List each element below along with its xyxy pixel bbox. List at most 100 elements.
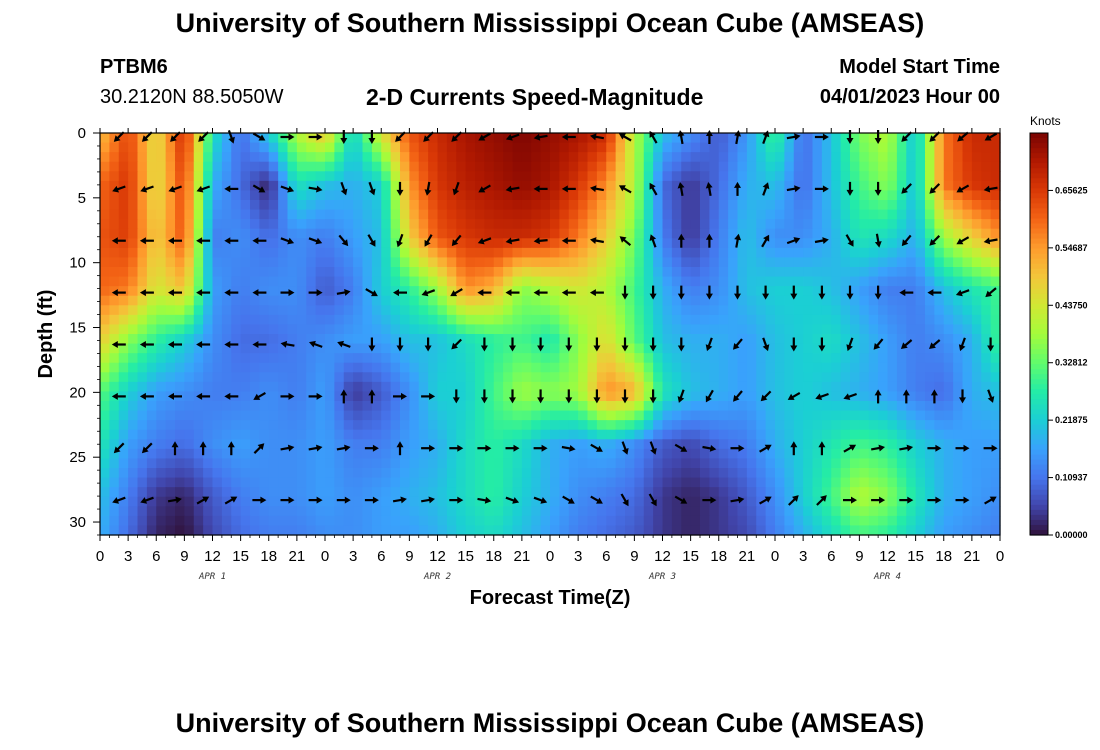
- heatmap-cell: [859, 506, 870, 517]
- y-tick-label: 15: [69, 320, 86, 337]
- heatmap-cell: [156, 487, 167, 498]
- heatmap-cell: [212, 152, 223, 163]
- heatmap-cell: [456, 161, 467, 172]
- heatmap-cell: [859, 372, 870, 383]
- heatmap-cell: [118, 496, 129, 507]
- heatmap-cell: [531, 324, 542, 335]
- heatmap-cell: [165, 448, 176, 460]
- heatmap-cell: [981, 219, 992, 230]
- heatmap-cell: [615, 219, 626, 230]
- heatmap-cell: [821, 515, 832, 527]
- heatmap-cell: [540, 353, 551, 364]
- heatmap-cell: [193, 276, 204, 287]
- heatmap-cell: [540, 228, 551, 239]
- heatmap-cell: [231, 276, 242, 287]
- heatmap-cell: [756, 468, 767, 479]
- heatmap-cell: [475, 142, 485, 153]
- heatmap-cell: [718, 180, 729, 192]
- heatmap-cell: [915, 171, 926, 182]
- heatmap-cell: [315, 324, 326, 335]
- current-arrow: [677, 389, 685, 403]
- heatmap-cell: [671, 219, 682, 230]
- heatmap-cell: [821, 267, 832, 278]
- heatmap-cell: [390, 353, 401, 364]
- heatmap-cell: [587, 525, 598, 536]
- heatmap-cell: [109, 506, 120, 517]
- heatmap-cell: [606, 314, 617, 326]
- heatmap-cell: [512, 295, 523, 306]
- heatmap-cell: [906, 267, 917, 278]
- heatmap-cell: [700, 200, 710, 211]
- heatmap-cell: [803, 506, 814, 517]
- heatmap-cell: [165, 429, 176, 440]
- heatmap-cell: [540, 324, 551, 335]
- colorbar-unit: Knots: [1030, 114, 1061, 128]
- heatmap-cell: [493, 334, 504, 345]
- heatmap-cell: [578, 257, 589, 268]
- heatmap-cell: [868, 343, 879, 354]
- heatmap-cell: [240, 161, 251, 172]
- heatmap-cell: [803, 458, 814, 469]
- heatmap-cell: [418, 448, 429, 460]
- heatmap-cell: [596, 180, 607, 192]
- heatmap-cell: [221, 477, 232, 488]
- current-arrow: [537, 389, 545, 404]
- heatmap-cell: [362, 324, 373, 335]
- heatmap-cell: [709, 353, 720, 364]
- heatmap-cell: [493, 267, 504, 278]
- heatmap-cell: [559, 152, 570, 163]
- heatmap-cell: [737, 372, 748, 383]
- heatmap-cell: [831, 228, 842, 239]
- heatmap-cell: [709, 468, 720, 479]
- heatmap-cell: [775, 468, 785, 479]
- heatmap-cell: [728, 238, 739, 249]
- heatmap-cell: [531, 247, 542, 259]
- heatmap-cell: [381, 458, 392, 469]
- current-arrow: [168, 289, 182, 297]
- heatmap-cell: [653, 228, 664, 239]
- heatmap-cell: [625, 257, 635, 268]
- heatmap-cell: [662, 448, 673, 460]
- heatmap-cell: [446, 276, 457, 287]
- heatmap-cell: [803, 448, 814, 460]
- heatmap-cell: [296, 238, 307, 249]
- heatmap-cell: [690, 219, 701, 230]
- heatmap-cell: [446, 458, 457, 469]
- current-arrow: [619, 236, 632, 247]
- heatmap-cell: [962, 477, 973, 488]
- heatmap-cell: [212, 314, 223, 326]
- heatmap-cell: [118, 515, 129, 527]
- current-arrow: [590, 495, 603, 504]
- current-arrow: [424, 181, 432, 196]
- heatmap-cell: [446, 314, 457, 326]
- heatmap-cell: [437, 238, 448, 249]
- heatmap-cell: [746, 448, 757, 460]
- heatmap-cell: [165, 525, 176, 536]
- heatmap-cell: [381, 152, 392, 163]
- heatmap-cell: [334, 228, 345, 239]
- colorbar-segment: [1030, 178, 1048, 184]
- heatmap-cell: [934, 439, 945, 450]
- heatmap-cell: [278, 410, 289, 421]
- heatmap-cell: [353, 209, 364, 220]
- heatmap-cell: [531, 401, 542, 412]
- heatmap-cell: [306, 468, 317, 479]
- heatmap-cell: [156, 142, 167, 153]
- heatmap-cell: [259, 228, 270, 239]
- heatmap-cell: [953, 372, 964, 383]
- heatmap-cell: [700, 152, 710, 163]
- heatmap-cell: [100, 401, 110, 412]
- heatmap-cell: [381, 228, 392, 239]
- heatmap-cell: [775, 314, 785, 326]
- heatmap-cell: [334, 190, 345, 201]
- heatmap-cell: [728, 133, 739, 144]
- heatmap-cell: [278, 219, 289, 230]
- heatmap-cell: [887, 180, 898, 192]
- heatmap-cell: [109, 362, 120, 373]
- heatmap-cell: [718, 257, 729, 268]
- heatmap-cell: [100, 429, 110, 440]
- heatmap-cell: [925, 381, 935, 393]
- heatmap-cell: [850, 420, 860, 431]
- heatmap-cell: [981, 286, 992, 297]
- heatmap-cell: [915, 343, 926, 354]
